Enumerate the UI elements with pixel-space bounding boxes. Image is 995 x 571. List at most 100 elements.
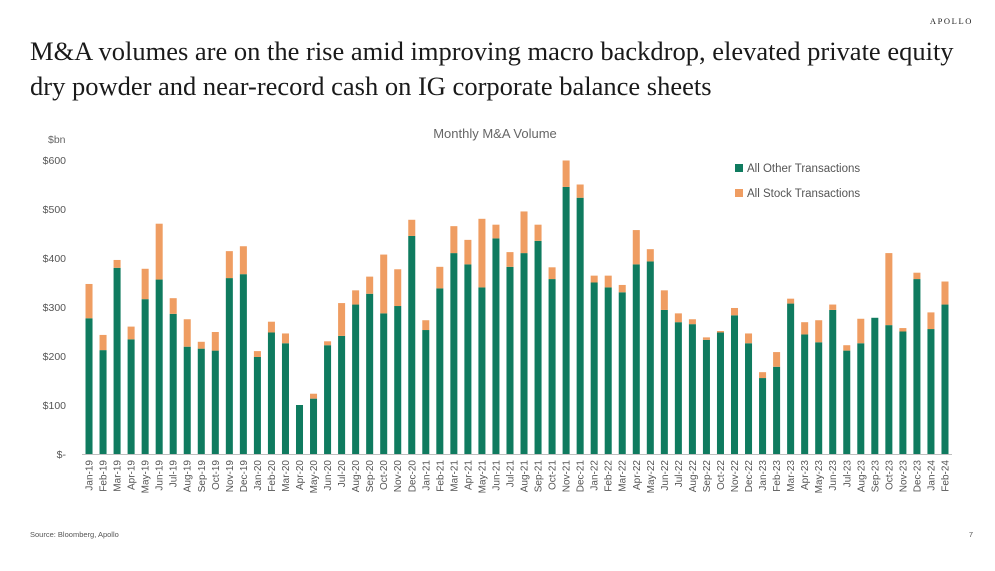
bar-other-transactions [506,266,514,454]
chart-title: Monthly M&A Volume [433,126,557,141]
bar-stock-transactions [267,321,275,333]
bar-other-transactions [857,343,865,454]
bar-stock-transactions [492,224,500,239]
x-tick-label: Feb-20 [267,460,278,492]
bar-other-transactions [352,304,360,454]
bar-other-transactions [913,279,921,454]
x-tick-label: Apr-20 [295,460,306,490]
x-tick-label: Oct-21 [548,460,559,490]
x-tick-label: Jul-22 [674,460,685,488]
x-tick-label: Apr-23 [800,460,811,490]
x-tick-label: Mar-20 [281,460,292,492]
bar-other-transactions [618,292,626,454]
bar-stock-transactions [801,322,809,335]
bar-other-transactions [885,325,893,454]
source-note: Source: Bloomberg, Apollo [30,530,119,539]
bar-stock-transactions [169,298,177,314]
bar-other-transactions [478,287,486,454]
x-tick-label: Mar-21 [449,460,460,492]
bar-stock-transactions [520,211,528,254]
x-tick-label: Dec-21 [576,460,587,493]
bar-other-transactions [394,306,402,454]
bar-stock-transactions [183,319,191,347]
y-tick-label: $300 [43,302,67,314]
x-tick-label: Oct-19 [211,460,222,490]
chart-legend: All Other Transactions All Stock Transact… [735,163,860,200]
x-tick-label: Aug-22 [688,460,699,493]
bar-other-transactions [239,274,247,454]
y-tick-label: $200 [43,351,67,363]
bar-other-transactions [632,264,640,454]
bar-other-transactions [155,279,163,454]
x-tick-label: Jun-23 [828,460,839,491]
y-axis: $- $100 $200 $300 $400 $500 $600 [43,155,67,461]
x-tick-label: Sep-23 [870,460,881,493]
bar-stock-transactions [338,303,346,336]
bar-stock-transactions [646,249,654,262]
bar-other-transactions [183,346,191,454]
bar-other-transactions [99,350,107,454]
bar-stock-transactions [113,259,121,268]
x-tick-label: Jun-20 [323,460,334,491]
bar-other-transactions [324,345,332,454]
x-tick-label: Aug-20 [351,460,362,493]
bar-stock-transactions [506,252,514,267]
x-tick-label: Jan-24 [926,460,937,491]
x-tick-label: May-20 [309,460,320,494]
x-tick-label: Aug-19 [183,460,194,493]
x-tick-label: Feb-23 [772,460,783,492]
bar-stock-transactions [324,341,332,346]
legend-swatch [735,164,743,172]
bar-other-transactions [366,293,374,454]
bar-stock-transactions [660,290,668,310]
x-tick-label: Jul-20 [337,460,348,488]
bar-other-transactions [773,366,781,454]
x-tick-label: Jan-23 [758,460,769,491]
bar-other-transactions [548,279,556,454]
x-tick-label: Oct-22 [716,460,727,490]
x-tick-label: Jun-21 [491,460,502,491]
bar-other-transactions [562,186,570,454]
bar-stock-transactions [450,226,458,254]
bar-stock-transactions [590,275,598,283]
bar-other-transactions [253,356,261,454]
bar-other-transactions [450,253,458,454]
bar-stock-transactions [618,284,626,293]
x-axis: Jan-19 Feb-19 Mar-19 Apr-19 May-19 Jun-19 Jul-… [82,454,952,494]
bar-other-transactions [310,398,318,454]
bar-stock-transactions [239,246,247,275]
legend-label: All Other Transactions [747,163,860,175]
bar-other-transactions [211,350,219,454]
x-tick-label: Feb-19 [99,460,110,492]
x-tick-label: Jun-19 [155,460,166,491]
bar-stock-transactions [281,333,289,344]
bar-other-transactions [408,235,416,454]
bar-stock-transactions [815,320,823,343]
bar-other-transactions [590,282,598,454]
page-number: 7 [968,530,973,539]
x-tick-label: Mar-22 [618,460,629,492]
bar-other-transactions [716,332,724,454]
bar-stock-transactions [310,393,318,399]
monthly-ma-volume-chart: Monthly M&A Volume $bn $- $100 $200 $300 $40… [43,126,952,494]
bar-other-transactions [422,330,430,454]
bar-other-transactions [338,335,346,454]
bar-other-transactions [127,339,135,454]
bar-stock-transactions [576,184,584,198]
y-tick-label: $- [57,449,67,461]
bar-other-transactions [197,348,205,454]
bar-other-transactions [745,343,753,454]
bar-stock-transactions [604,275,612,288]
bar-stock-transactions [927,312,935,330]
bar-stock-transactions [197,341,205,349]
bar-stock-transactions [422,320,430,331]
bar-stock-transactions [632,230,640,265]
x-tick-label: Nov-22 [730,460,741,493]
bar-stock-transactions [759,372,767,379]
y-tick-label: $100 [43,400,67,412]
x-tick-label: Nov-19 [225,460,236,493]
legend-swatch [735,189,743,197]
bar-stock-transactions [899,328,907,332]
bar-other-transactions [829,309,837,454]
bar-stock-transactions [380,254,388,314]
